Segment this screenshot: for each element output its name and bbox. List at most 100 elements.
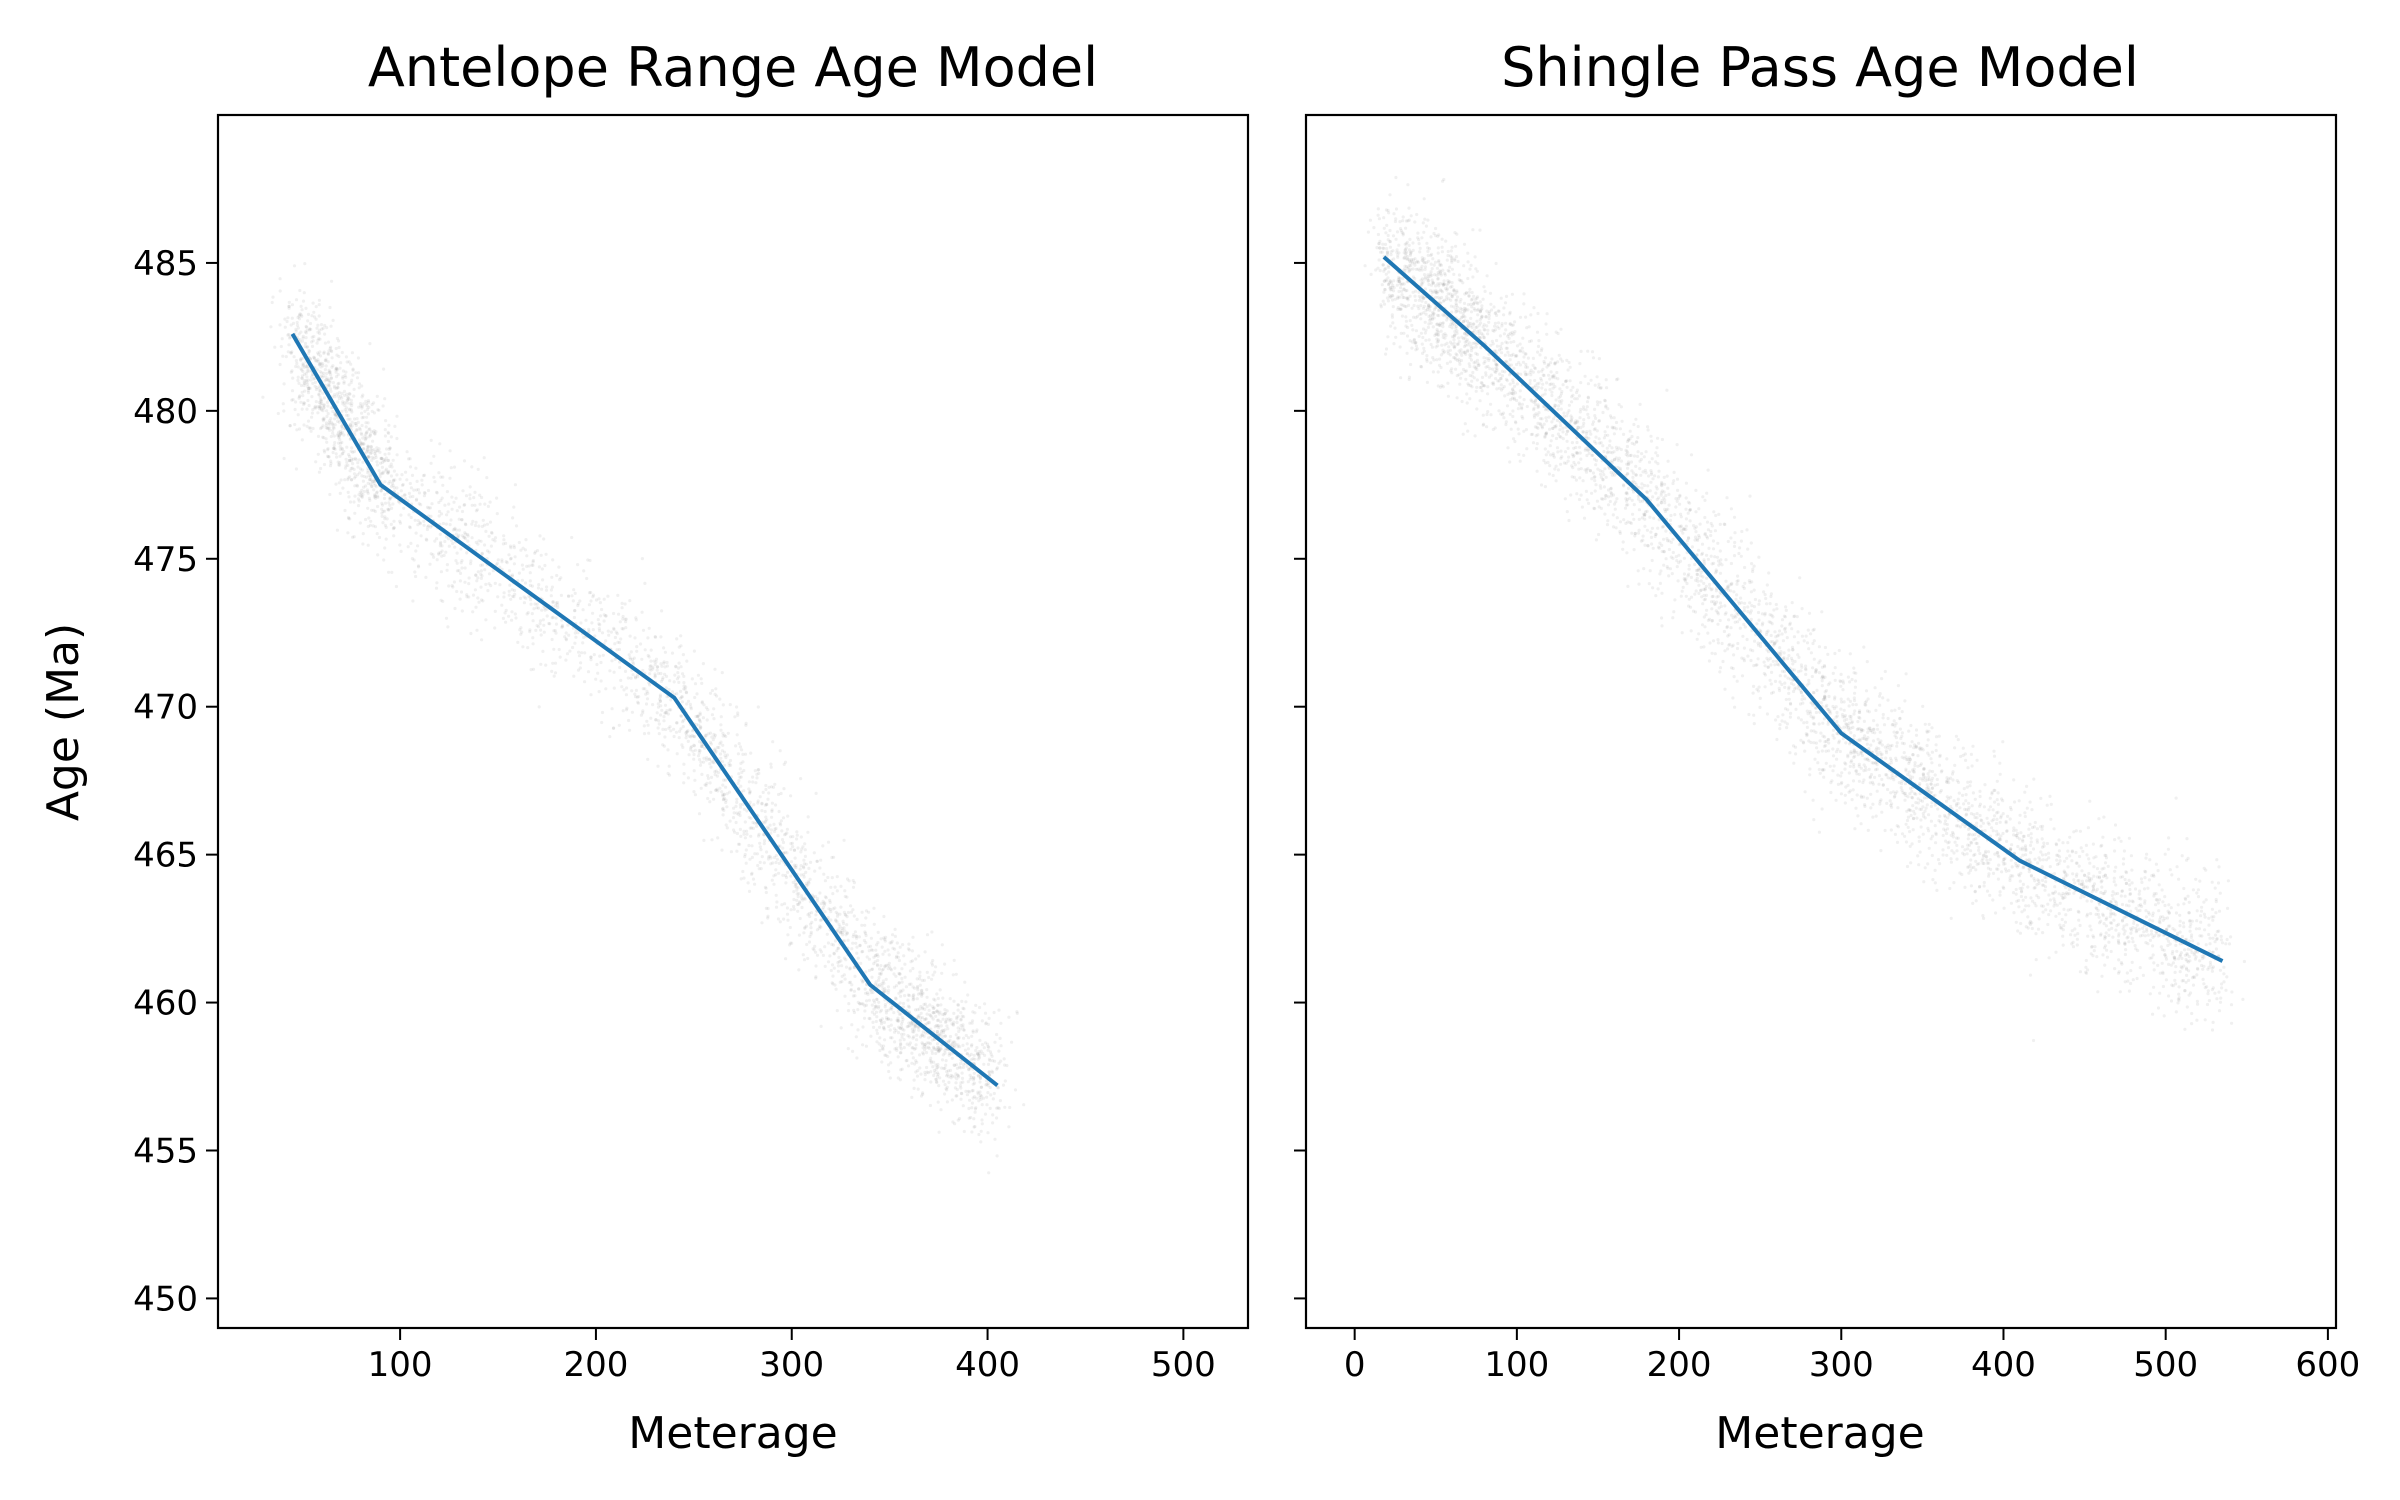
uncertainty-point: [450, 584, 454, 588]
uncertainty-point: [349, 398, 353, 402]
uncertainty-point: [1518, 395, 1522, 399]
uncertainty-point: [1384, 347, 1389, 351]
uncertainty-point: [557, 565, 561, 569]
uncertainty-point: [463, 580, 467, 584]
uncertainty-point: [289, 323, 293, 327]
uncertainty-point: [759, 848, 763, 852]
uncertainty-point: [1408, 237, 1412, 241]
uncertainty-point: [897, 991, 901, 995]
uncertainty-point: [917, 1028, 921, 1032]
uncertainty-point: [911, 1046, 915, 1050]
uncertainty-point: [334, 386, 339, 390]
uncertainty-point: [493, 609, 497, 614]
uncertainty-point: [348, 437, 352, 441]
uncertainty-point: [819, 858, 823, 862]
uncertainty-point: [453, 526, 457, 531]
uncertainty-point: [972, 1081, 977, 1085]
uncertainty-point: [437, 471, 441, 475]
uncertainty-point: [804, 862, 808, 866]
uncertainty-point: [335, 368, 339, 372]
uncertainty-point: [692, 735, 697, 739]
uncertainty-point: [602, 619, 606, 623]
uncertainty-point: [1618, 531, 1622, 536]
uncertainty-point: [383, 428, 387, 432]
uncertainty-point: [1535, 442, 1539, 446]
uncertainty-point: [324, 357, 328, 361]
uncertainty-point: [880, 1046, 885, 1050]
uncertainty-point: [791, 880, 795, 885]
uncertainty-point: [1396, 253, 1400, 257]
uncertainty-point: [790, 941, 794, 945]
uncertainty-point: [383, 492, 387, 497]
uncertainty-point: [915, 1038, 919, 1042]
uncertainty-point: [718, 697, 722, 701]
uncertainty-point: [901, 1001, 906, 1006]
uncertainty-point: [649, 659, 653, 663]
uncertainty-point: [1001, 1083, 1006, 1087]
uncertainty-point: [368, 432, 372, 436]
uncertainty-point: [412, 488, 416, 492]
uncertainty-point: [704, 733, 708, 738]
uncertainty-point: [751, 780, 755, 784]
uncertainty-point: [485, 522, 489, 526]
uncertainty-point: [376, 495, 380, 499]
uncertainty-point: [306, 366, 310, 370]
uncertainty-point: [554, 622, 559, 626]
uncertainty-point: [938, 1048, 942, 1052]
uncertainty-point: [297, 427, 302, 431]
uncertainty-point: [721, 783, 725, 787]
uncertainty-point: [445, 513, 449, 517]
uncertainty-point: [777, 871, 781, 875]
uncertainty-point: [458, 579, 462, 583]
uncertainty-point: [924, 1051, 929, 1055]
uncertainty-point: [771, 740, 775, 744]
uncertainty-point: [1568, 365, 1572, 369]
uncertainty-point: [875, 1028, 879, 1032]
uncertainty-point: [1382, 216, 1386, 220]
uncertainty-point: [521, 546, 525, 550]
uncertainty-point: [914, 1070, 918, 1074]
uncertainty-point: [952, 1020, 956, 1024]
uncertainty-point: [296, 375, 300, 379]
uncertainty-point: [870, 975, 874, 979]
uncertainty-point: [318, 405, 322, 409]
uncertainty-point: [662, 646, 666, 650]
uncertainty-point: [361, 532, 365, 536]
uncertainty-point: [481, 518, 485, 522]
uncertainty-point: [491, 569, 495, 573]
uncertainty-point: [780, 838, 785, 842]
uncertainty-point: [779, 819, 784, 823]
uncertainty-point: [888, 1050, 892, 1054]
uncertainty-point: [366, 543, 370, 547]
uncertainty-point: [679, 689, 683, 694]
uncertainty-point: [364, 475, 368, 479]
uncertainty-point: [845, 931, 849, 936]
uncertainty-point: [680, 743, 684, 747]
uncertainty-point: [782, 917, 786, 921]
uncertainty-point: [337, 345, 341, 350]
uncertainty-point: [778, 920, 782, 924]
uncertainty-point: [795, 898, 799, 903]
uncertainty-point: [1432, 263, 1436, 267]
uncertainty-point: [388, 497, 392, 501]
uncertainty-point: [831, 974, 835, 978]
uncertainty-point: [1425, 359, 1429, 363]
uncertainty-point: [291, 398, 295, 402]
uncertainty-point: [963, 980, 967, 984]
uncertainty-point: [466, 534, 470, 538]
uncertainty-point: [1463, 336, 1467, 340]
uncertainty-point: [653, 675, 657, 679]
uncertainty-point: [413, 518, 417, 522]
uncertainty-point: [335, 336, 339, 341]
uncertainty-point: [350, 424, 354, 428]
uncertainty-point: [990, 1054, 994, 1058]
uncertainty-point: [456, 535, 460, 539]
uncertainty-point: [376, 449, 380, 453]
uncertainty-point: [290, 369, 294, 373]
uncertainty-point: [534, 628, 538, 633]
uncertainty-point: [948, 1068, 953, 1072]
uncertainty-point: [677, 675, 681, 679]
uncertainty-point: [1561, 430, 1565, 434]
uncertainty-point: [615, 648, 619, 652]
uncertainty-point: [581, 641, 585, 645]
